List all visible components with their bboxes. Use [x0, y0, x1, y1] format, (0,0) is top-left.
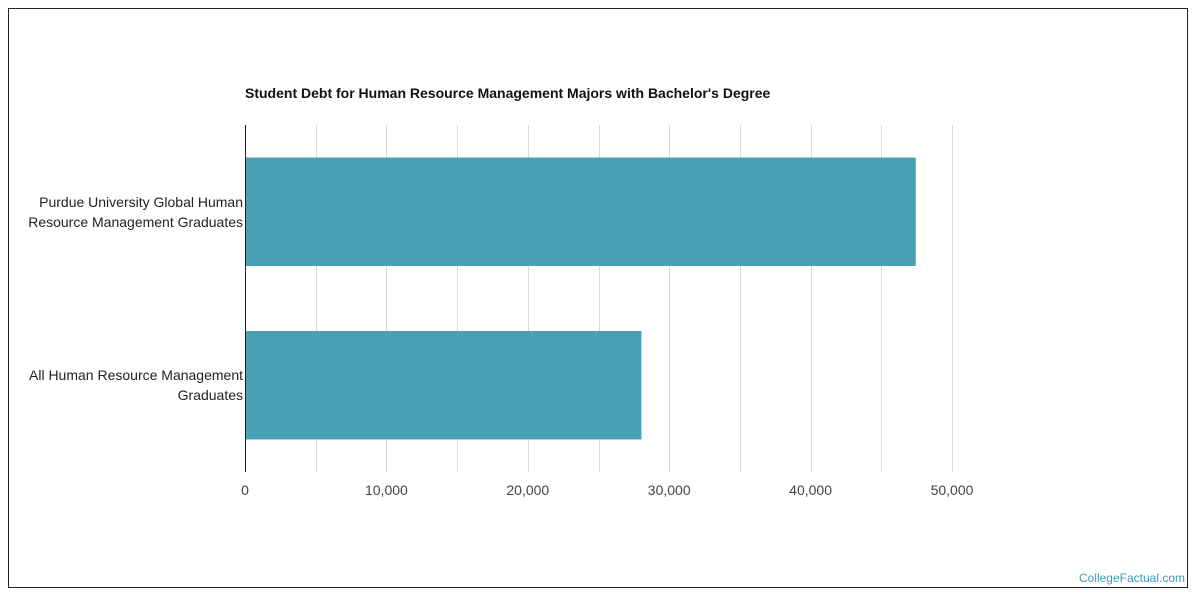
x-tick-label: 0 — [241, 482, 249, 498]
category-label-line: All Human Resource Management — [29, 367, 243, 384]
category-label-line: Purdue University Global Human — [39, 193, 243, 210]
chart-title: Student Debt for Human Resource Manageme… — [245, 85, 771, 101]
x-tick-label: 10,000 — [365, 482, 408, 498]
x-tick-label: 20,000 — [506, 482, 549, 498]
x-tick-label: 50,000 — [931, 482, 974, 498]
category-label-2: All Human Resource Management Graduates — [3, 365, 243, 405]
x-tick-label: 30,000 — [648, 482, 691, 498]
category-label-1: Purdue University Global Human Resource M… — [3, 192, 243, 232]
category-label-line: Graduates — [177, 387, 243, 404]
watermark[interactable]: CollegeFactual.com — [1078, 571, 1185, 585]
bar-1[interactable] — [245, 157, 916, 266]
x-tick-label: 40,000 — [789, 482, 832, 498]
chart-frame — [8, 8, 1188, 588]
bar-2[interactable] — [245, 331, 642, 440]
category-label-line: Resource Management Graduates — [28, 213, 243, 230]
